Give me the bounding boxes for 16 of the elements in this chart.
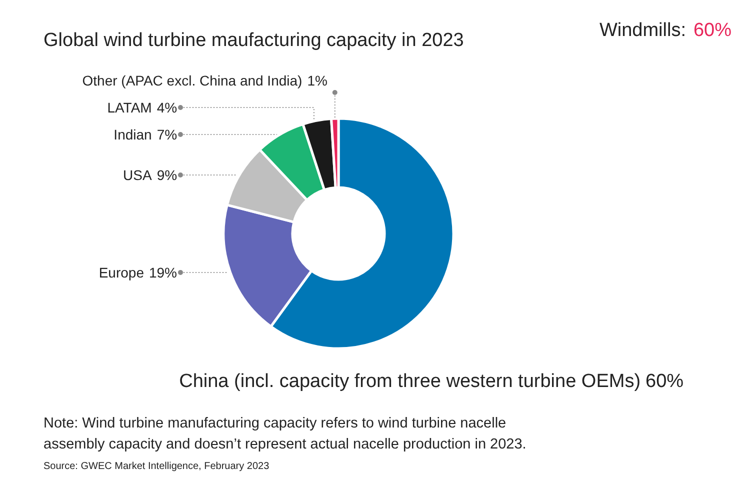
- data-label: 9%: [156, 166, 178, 183]
- slice-label: LATAM: [107, 100, 152, 116]
- text: Windmills: 60%: [599, 20, 732, 41]
- data-label: 7%: [156, 126, 178, 143]
- slice-label: Indian: [114, 126, 152, 143]
- chart-title: Global wind turbine maufacturing capacity in 2023: [44, 30, 464, 51]
- data-label: 60%: [646, 371, 684, 392]
- slice-label: Europe: [98, 264, 144, 280]
- data-label: 4%: [156, 100, 178, 116]
- slice-label: USA: [123, 166, 152, 183]
- data-label: 19%: [148, 264, 178, 280]
- data-label: 1%: [307, 72, 328, 89]
- slice-label: China (incl. capacity from three western turbine OEMs): [179, 371, 641, 392]
- text: Note: Wind turbine manufacturing capacity refers to wind turbine nacelle assembly capacity and doesn’t represent actual nacelle production in 2023.: [44, 416, 526, 452]
- slice-label: Other (APAC excl. China and India): [82, 72, 302, 89]
- source-note: Source: GWEC Market Intelligence, February 2023: [44, 461, 270, 472]
